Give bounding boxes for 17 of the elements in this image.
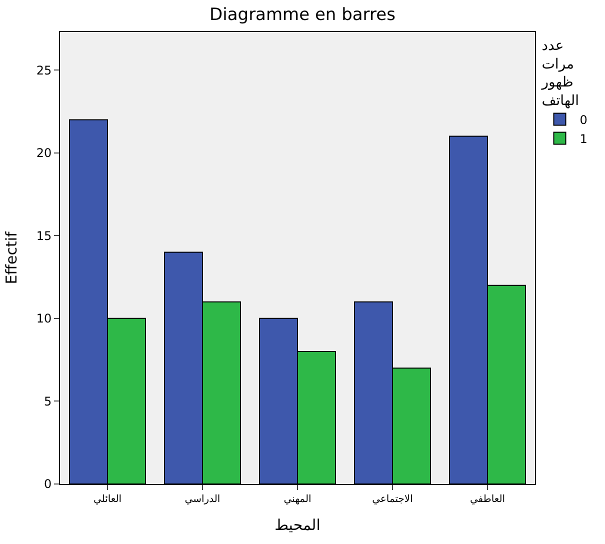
x-tick-label: المهني bbox=[284, 494, 312, 505]
y-tick-label: 20 bbox=[36, 146, 52, 160]
y-tick-label: 0 bbox=[44, 477, 52, 492]
chart-title: Diagramme en barres bbox=[210, 5, 396, 26]
x-tick-label: الدراسي bbox=[184, 494, 220, 505]
x-tick-label: العاطفي bbox=[470, 494, 506, 505]
x-tick-label: العائلي bbox=[93, 494, 122, 505]
legend-title: عدد مرات ظهور الهاتف bbox=[540, 38, 580, 109]
x-axis-title: المحيط bbox=[274, 516, 320, 534]
y-tick-label: 25 bbox=[36, 63, 52, 78]
x-tick-label: الاجتماعي bbox=[372, 494, 413, 505]
legend-label: 0 bbox=[580, 112, 588, 127]
y-tick-label: 5 bbox=[44, 394, 52, 408]
y-tick-label: 15 bbox=[36, 228, 52, 243]
y-tick-label: 10 bbox=[36, 312, 52, 326]
y-axis-title: Effectif bbox=[2, 230, 21, 284]
legend-label: 1 bbox=[580, 132, 588, 146]
